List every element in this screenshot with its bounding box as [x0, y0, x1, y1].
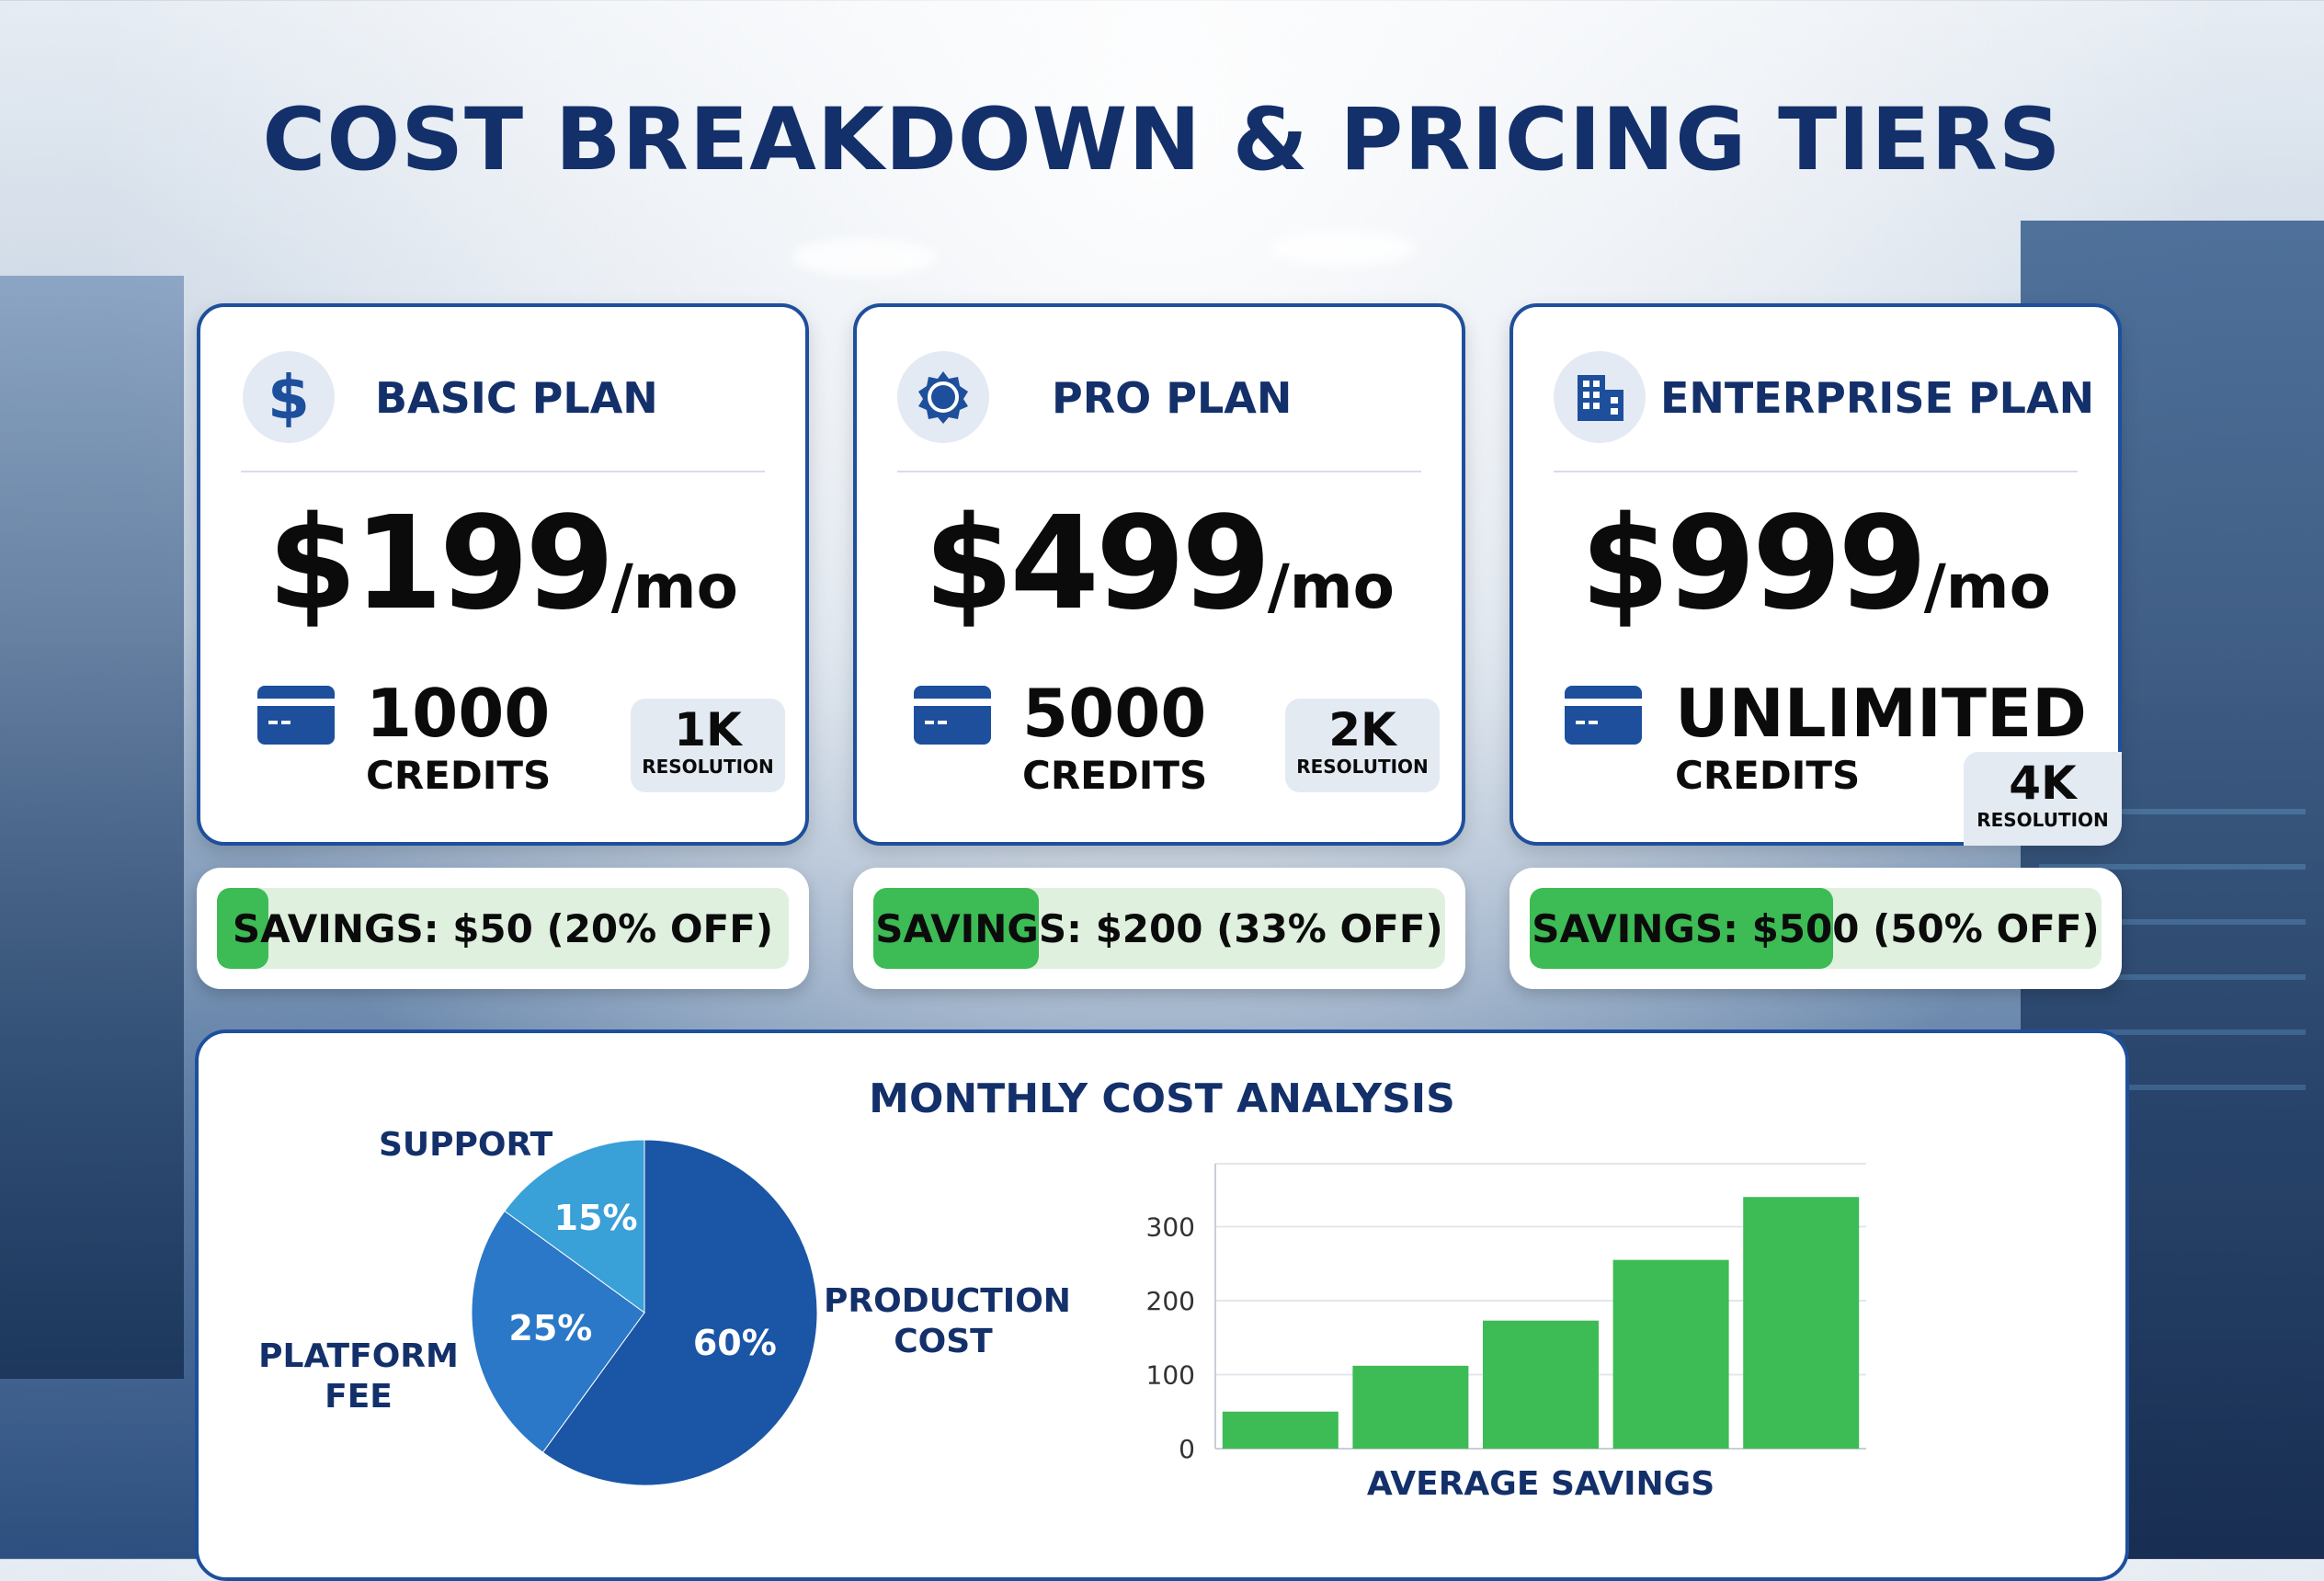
pie-label-production-cost: PRODUCTION COST: [824, 1282, 1071, 1360]
bar: [1743, 1197, 1860, 1449]
pie-slice: [471, 1210, 645, 1453]
savings-bar-pro: SAVINGS: $200 (33% OFF): [853, 868, 1465, 989]
savings-text: SAVINGS: $50 (20% OFF): [232, 905, 774, 951]
credits-label: CREDITS: [1022, 753, 1208, 798]
savings-fill: [217, 888, 268, 969]
pie-value-label: 25%: [508, 1308, 592, 1348]
credits-value: 1000: [366, 675, 551, 752]
divider: [241, 471, 765, 472]
pie-slice: [541, 1139, 818, 1486]
pie-value-label: 15%: [554, 1198, 638, 1238]
plan-card-basic[interactable]: $ BASIC PLAN $199/mo 1000 CREDITS 1K RES…: [197, 303, 809, 846]
bar: [1483, 1320, 1599, 1449]
resolution-badge: 4K RESOLUTION: [1964, 752, 2122, 846]
credit-card-icon: [914, 686, 991, 745]
pie-label-support: SUPPORT: [379, 1126, 553, 1164]
pie-label-platform-fee: PLATFORM FEE: [258, 1337, 459, 1416]
x-axis-label: AVERAGE SAVINGS: [1367, 1465, 1715, 1503]
resolution-badge: 1K RESOLUTION: [631, 699, 785, 792]
pie-value-label: 60%: [693, 1323, 777, 1363]
divider: [1554, 471, 2078, 472]
monthly-cost-analysis-panel: MONTHLY COST ANALYSIS SUPPORT PLATFORM FE…: [195, 1029, 2129, 1581]
plan-name: PRO PLAN: [1052, 373, 1293, 423]
ceiling-light: [1269, 230, 1416, 267]
plan-name: ENTERPRISE PLAN: [1660, 373, 2095, 423]
plan-price: $199/mo: [268, 489, 738, 639]
y-tick-label: 300: [1146, 1211, 1195, 1242]
background-office-left: [0, 276, 184, 1379]
plan-card-pro[interactable]: PRO PLAN $499/mo 5000 CREDITS 2K RESOLUT…: [853, 303, 1465, 846]
badge-icon: [897, 351, 989, 443]
credits-label: CREDITS: [366, 753, 552, 798]
savings-fill: [1530, 888, 1833, 969]
credit-card-icon: [257, 686, 335, 745]
y-tick-label: 200: [1146, 1286, 1195, 1316]
savings-bar-enterprise: SAVINGS: $500 (50% OFF): [1509, 868, 2122, 989]
pie-slice: [504, 1139, 645, 1314]
plan-name: BASIC PLAN: [375, 373, 658, 423]
divider: [897, 471, 1421, 472]
resolution-badge: 2K RESOLUTION: [1285, 699, 1440, 792]
bar: [1222, 1411, 1339, 1449]
credits-value: UNLIMITED: [1675, 675, 2087, 752]
ceiling-light: [791, 239, 938, 276]
plan-price: $999/mo: [1580, 489, 2051, 639]
credit-card-icon: [1565, 686, 1642, 745]
savings-bar-basic: SAVINGS: $50 (20% OFF): [197, 868, 809, 989]
plan-price: $499/mo: [924, 489, 1395, 639]
dollar-icon: $: [243, 351, 335, 443]
savings-text: SAVINGS: $200 (33% OFF): [875, 905, 1443, 951]
building-icon: [1554, 351, 1646, 443]
bar: [1352, 1365, 1469, 1449]
savings-text: SAVINGS: $500 (50% OFF): [1532, 905, 2100, 951]
plan-card-enterprise[interactable]: ENTERPRISE PLAN $999/mo UNLIMITED CREDIT…: [1509, 303, 2122, 846]
bar-chart: 0 100 200 300 AVERAGE SAVINGS: [1146, 1163, 1866, 1503]
credits-label: CREDITS: [1675, 753, 1861, 798]
credits-value: 5000: [1022, 675, 1207, 752]
y-tick-label: 0: [1179, 1434, 1195, 1464]
savings-fill: [873, 888, 1040, 969]
y-tick-label: 100: [1146, 1359, 1195, 1390]
page-title: COST BREAKDOWN & PRICING TIERS: [262, 90, 2062, 190]
analysis-title: MONTHLY COST ANALYSIS: [869, 1075, 1455, 1122]
bar: [1612, 1259, 1729, 1449]
pie-chart: 60% 25% 15%: [471, 1139, 818, 1486]
